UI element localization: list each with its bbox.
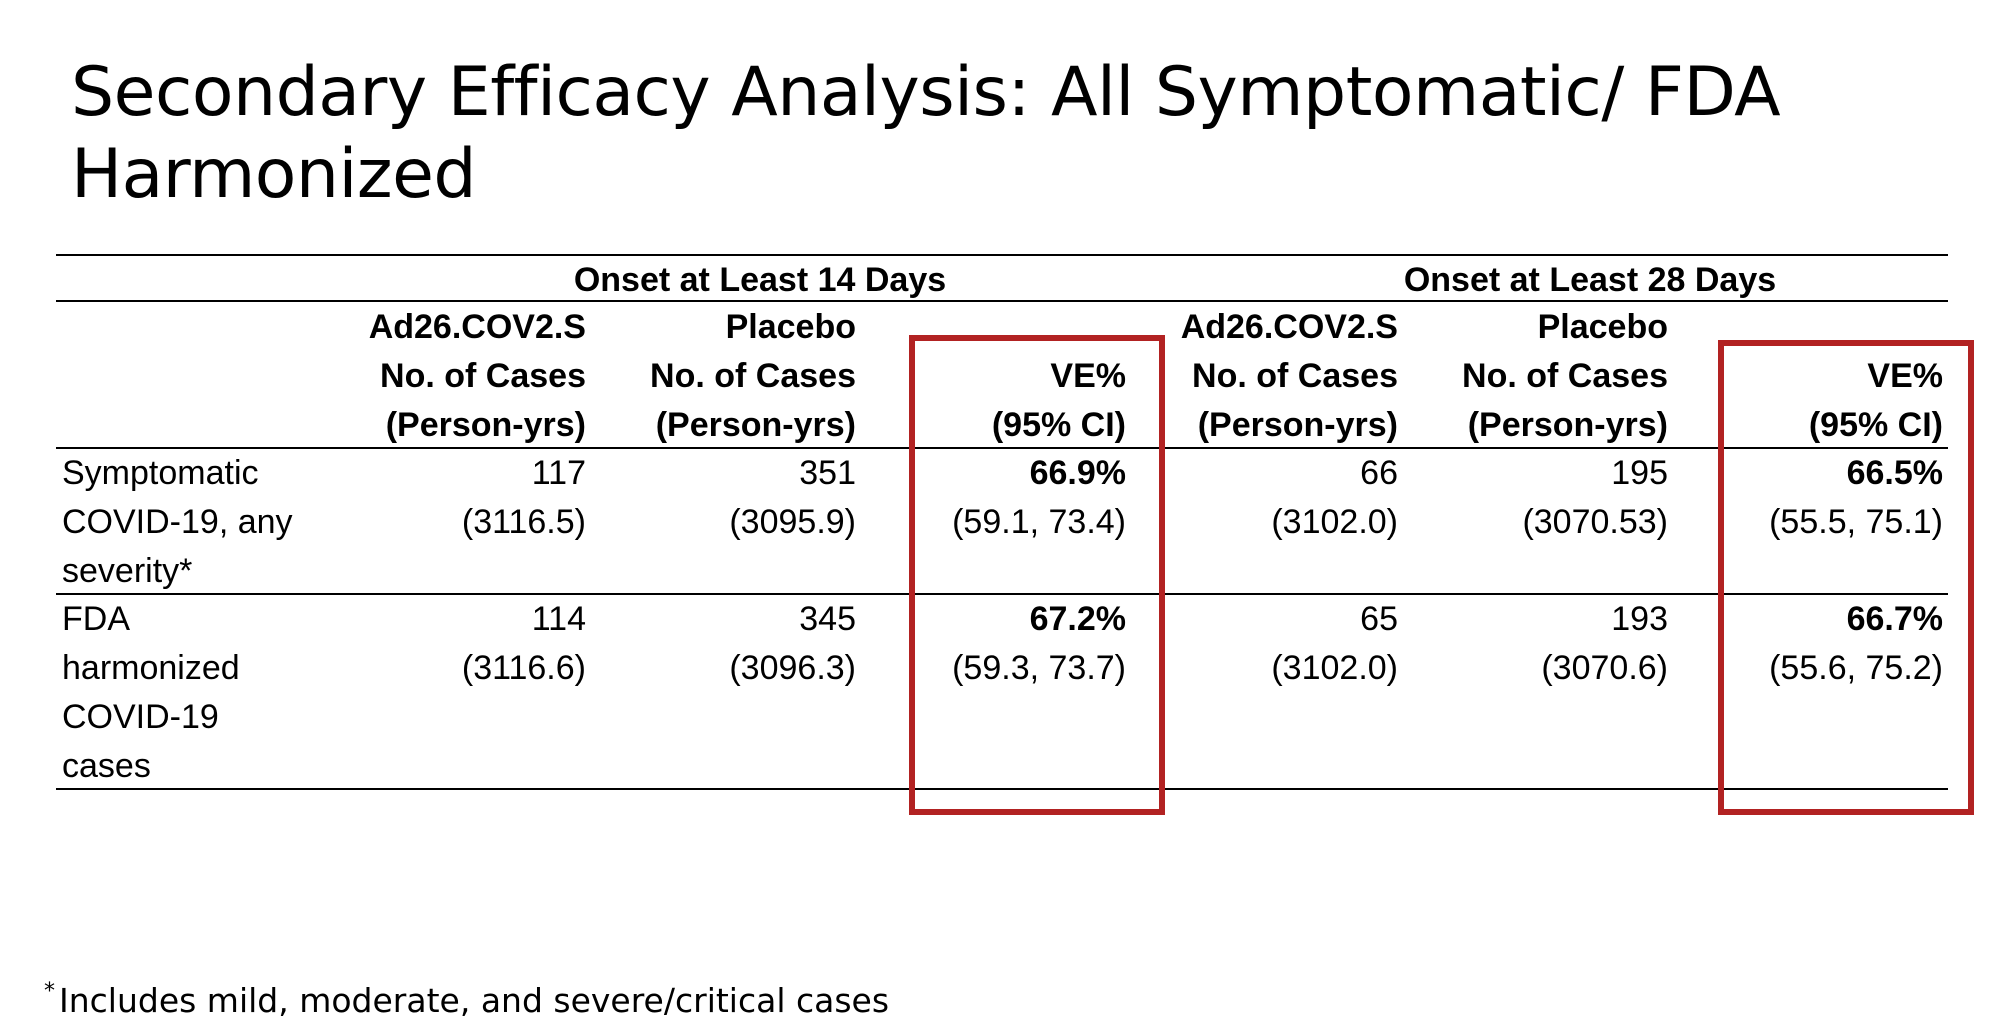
cell-ve-14: 66.9%	[1029, 454, 1126, 492]
row-label-line: Symptomatic	[62, 454, 259, 492]
cell-ve-28: 66.7%	[1846, 600, 1943, 638]
group-header-rule	[56, 300, 1948, 302]
table-bottom-rule	[56, 788, 1948, 790]
cell-placebo-28-personyrs: (3070.53)	[1522, 503, 1668, 541]
footnote-text: Includes mild, moderate, and severe/crit…	[59, 981, 890, 1020]
cell-vaccine-14-cases: 114	[531, 600, 586, 638]
cell-vaccine-14-personyrs: (3116.5)	[461, 503, 586, 541]
cell-placebo-28-personyrs: (3070.6)	[1541, 649, 1668, 687]
cell-placebo-28-cases: 193	[1611, 600, 1668, 638]
col-header-placebo-14-l1: Placebo	[725, 308, 856, 346]
row-label-line: COVID-19, any	[62, 503, 293, 541]
row-divider-rule	[56, 593, 1948, 595]
cell-vaccine-14-personyrs: (3116.6)	[461, 649, 586, 687]
cell-ve-14-ci: (59.3, 73.7)	[952, 649, 1126, 687]
cell-vaccine-28-personyrs: (3102.0)	[1271, 649, 1398, 687]
cell-placebo-14-cases: 351	[799, 454, 856, 492]
col-header-placebo-28-l3: (Person-yrs)	[1467, 406, 1668, 444]
cell-placebo-14-personyrs: (3096.3)	[729, 649, 856, 687]
col-header-vaccine-28-l2: No. of Cases	[1192, 357, 1398, 395]
col-header-vaccine-28-l1: Ad26.COV2.S	[1180, 308, 1398, 346]
col-header-ve-14-l1: VE%	[1050, 357, 1126, 395]
cell-ve-28: 66.5%	[1846, 454, 1943, 492]
cell-vaccine-28-personyrs: (3102.0)	[1271, 503, 1398, 541]
page-title: Secondary Efficacy Analysis: All Symptom…	[71, 53, 1781, 214]
col-header-placebo-14-l2: No. of Cases	[650, 357, 856, 395]
cell-placebo-28-cases: 195	[1611, 454, 1668, 492]
col-header-vaccine-14-l2: No. of Cases	[380, 357, 586, 395]
col-header-ve-28-l1: VE%	[1867, 357, 1943, 395]
row-label-line: FDA	[62, 600, 130, 638]
ve-14-highlight-box	[909, 335, 1165, 815]
table-top-rule	[56, 254, 1948, 256]
col-header-vaccine-14-l1: Ad26.COV2.S	[368, 308, 586, 346]
cell-vaccine-28-cases: 66	[1360, 454, 1398, 492]
col-header-vaccine-14-l3: (Person-yrs)	[385, 406, 586, 444]
row-label-line: COVID-19	[62, 698, 219, 736]
ve-28-highlight-box	[1718, 340, 1974, 815]
group-header-14-days: Onset at Least 14 Days	[573, 261, 947, 299]
footnote: * Includes mild, moderate, and severe/cri…	[44, 970, 889, 1023]
cell-ve-28-ci: (55.6, 75.2)	[1769, 649, 1943, 687]
row-label-line: severity*	[62, 552, 193, 590]
group-header-28-days: Onset at Least 28 Days	[1403, 261, 1777, 299]
cell-vaccine-14-cases: 117	[531, 454, 586, 492]
cell-ve-14-ci: (59.1, 73.4)	[952, 503, 1126, 541]
cell-placebo-14-cases: 345	[799, 600, 856, 638]
col-header-placebo-28-l2: No. of Cases	[1462, 357, 1668, 395]
footnote-marker: *	[44, 979, 55, 1004]
cell-vaccine-28-cases: 65	[1360, 600, 1398, 638]
cell-ve-28-ci: (55.5, 75.1)	[1769, 503, 1943, 541]
cell-ve-14: 67.2%	[1029, 600, 1126, 638]
col-header-placebo-14-l3: (Person-yrs)	[655, 406, 856, 444]
row-label-line: cases	[62, 747, 151, 785]
col-header-ve-28-l2: (95% CI)	[1808, 406, 1943, 444]
column-header-rule	[56, 447, 1948, 449]
col-header-placebo-28-l1: Placebo	[1537, 308, 1668, 346]
col-header-vaccine-28-l3: (Person-yrs)	[1197, 406, 1398, 444]
col-header-ve-14-l2: (95% CI)	[991, 406, 1126, 444]
row-label-line: harmonized	[62, 649, 240, 687]
cell-placebo-14-personyrs: (3095.9)	[729, 503, 856, 541]
